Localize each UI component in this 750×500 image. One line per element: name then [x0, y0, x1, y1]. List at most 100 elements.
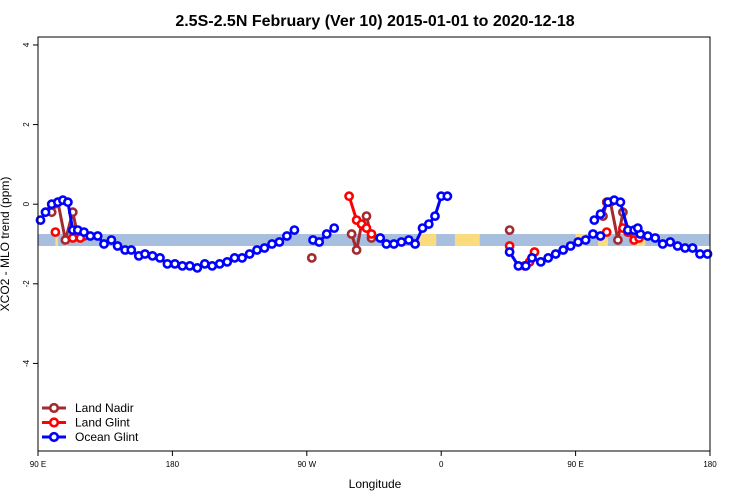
data-point: [430, 211, 440, 221]
data-point: [237, 252, 247, 263]
data-point: [565, 241, 576, 251]
legend-marker: [48, 431, 60, 443]
x-tick-label: 90 E: [567, 460, 583, 469]
data-point: [361, 211, 372, 221]
series-ocean-glint: [35, 191, 713, 273]
data-point: [366, 229, 377, 239]
data-point: [281, 231, 292, 241]
data-point: [169, 258, 180, 269]
data-point: [244, 249, 255, 259]
data-point: [147, 250, 158, 261]
data-point: [504, 225, 515, 235]
data-point: [613, 235, 623, 245]
data-point: [229, 252, 240, 263]
data-point: [306, 252, 317, 263]
legend-item: Land Glint: [42, 416, 130, 430]
data-point: [314, 237, 325, 247]
x-tick-label: 180: [703, 460, 717, 469]
series-layer: [35, 191, 713, 273]
y-tick-label: -4: [22, 359, 31, 367]
data-point: [595, 209, 606, 219]
data-point: [504, 247, 515, 257]
data-point: [423, 219, 434, 229]
x-axis: 90 E 180 90 W 0 90 E 180: [30, 451, 717, 469]
y-axis: 4 2 0 -2 -4: [22, 42, 38, 367]
y-tick-label: 2: [22, 122, 31, 127]
data-point: [140, 249, 150, 259]
data-point: [442, 191, 453, 202]
data-point: [665, 237, 676, 247]
data-point: [535, 256, 546, 267]
legend-marker: [48, 417, 60, 428]
data-point: [63, 197, 73, 208]
data-point: [35, 215, 46, 225]
data-point: [126, 245, 137, 255]
data-point: [192, 262, 203, 273]
data-point: [680, 243, 690, 253]
data-point: [344, 191, 354, 202]
data-point: [199, 258, 210, 269]
legend-marker: [48, 402, 60, 414]
data-point: [252, 245, 262, 255]
data-point: [329, 223, 340, 233]
data-point: [396, 237, 407, 247]
x-tick-label: 90 E: [30, 460, 46, 469]
band-land-segment: [454, 234, 480, 246]
data-point: [388, 239, 399, 249]
data-point: [351, 245, 362, 255]
data-point: [361, 223, 372, 233]
data-point: [695, 249, 705, 259]
data-point: [615, 197, 626, 208]
data-point: [650, 233, 661, 243]
data-point: [595, 231, 606, 241]
data-point: [207, 260, 218, 271]
plot-frame: [37, 36, 711, 452]
data-point: [184, 260, 195, 271]
data-point: [321, 229, 332, 239]
x-tick-label: 180: [166, 460, 180, 469]
data-point: [588, 229, 598, 239]
legend-item: Ocean Glint: [42, 430, 139, 444]
data-point: [112, 241, 123, 251]
x-axis-label: Longitude: [349, 477, 402, 491]
data-point: [520, 260, 531, 271]
y-tick-label: -2: [22, 280, 31, 288]
data-point: [162, 258, 173, 269]
legend-label: Land Glint: [75, 416, 130, 430]
data-point: [50, 227, 61, 237]
data-point: [589, 215, 600, 225]
data-point: [222, 256, 233, 267]
band-land-segment: [55, 234, 58, 246]
data-point: [92, 231, 103, 241]
data-point: [543, 252, 554, 263]
data-point: [702, 249, 713, 259]
data-point: [155, 252, 165, 263]
data-point: [410, 239, 420, 249]
y-tick-label: 4: [22, 42, 31, 47]
data-point: [657, 239, 668, 249]
data-point: [642, 231, 653, 241]
data-point: [580, 235, 591, 245]
data-point: [274, 237, 285, 247]
data-point: [687, 243, 698, 253]
data-point: [106, 235, 117, 245]
data-point: [214, 258, 225, 269]
data-point: [289, 225, 300, 235]
data-point: [267, 239, 277, 249]
data-point: [259, 243, 270, 253]
data-point: [527, 252, 537, 263]
data-point: [60, 235, 71, 245]
legend-item: Land Nadir: [42, 401, 134, 415]
y-axis-label: XCO2 - MLO trend (ppm): [0, 177, 12, 312]
chart-title: 2.5S-2.5N February (Ver 10) 2015-01-01 t…: [175, 13, 574, 30]
data-point: [346, 229, 357, 239]
legend-label: Ocean Glint: [75, 430, 139, 444]
data-point: [573, 237, 583, 247]
data-point: [381, 239, 392, 249]
data-point: [375, 233, 386, 243]
data-point: [672, 241, 683, 251]
y-tick-label: 0: [22, 201, 31, 206]
x-tick-label: 90 W: [297, 460, 316, 469]
